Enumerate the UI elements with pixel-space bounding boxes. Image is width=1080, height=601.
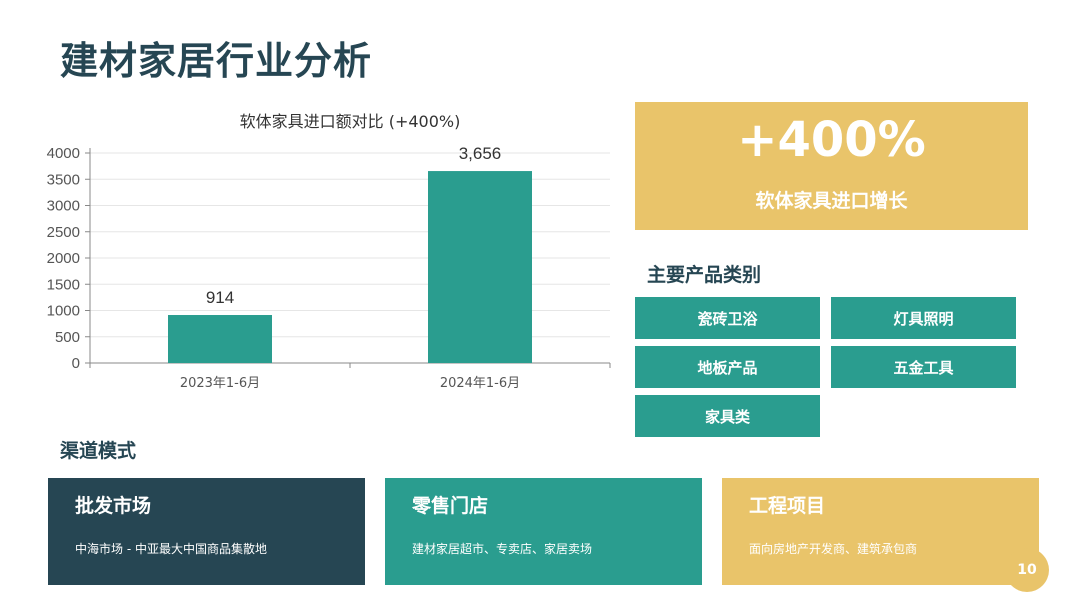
channel-title: 零售门店: [412, 495, 489, 517]
x-tick-label: 2023年1-6月: [180, 376, 260, 391]
y-tick-label: 2000: [47, 250, 80, 267]
y-tick-label: 2500: [47, 224, 80, 241]
bar-chart: 0 500 1000 1500 2000 2500 3000 3500 4000 914 2023年…: [47, 144, 611, 391]
bar: [428, 171, 532, 363]
page-title: 建材家居行业分析: [60, 39, 373, 83]
y-tick-label: 1000: [47, 303, 80, 320]
data-label: 3,656: [459, 144, 502, 163]
highlight-card: +400% 软体家具进口增长: [635, 102, 1028, 230]
chart-title: 软体家具进口额对比 (+400%): [239, 112, 461, 131]
product-card-flooring: 地板产品: [635, 346, 820, 388]
data-label: 914: [206, 288, 234, 307]
product-card-lighting: 灯具照明: [831, 297, 1016, 339]
channels-section-title: 渠道模式: [60, 440, 137, 462]
channel-description: 中海市场 - 中亚最大中国商品集散地: [75, 542, 267, 556]
channel-description: 面向房地产开发商、建筑承包商: [749, 542, 918, 556]
channel-card-retail: 零售门店 建材家居超市、专卖店、家居卖场: [385, 478, 702, 585]
y-tick-label: 3500: [47, 171, 80, 188]
y-tick-label: 1500: [47, 276, 80, 293]
y-tick-label: 4000: [47, 145, 80, 162]
channel-card-projects: 工程项目 面向房地产开发商、建筑承包商: [722, 478, 1039, 585]
y-tick-label: 0: [72, 355, 80, 372]
x-tick-label: 2024年1-6月: [440, 376, 520, 391]
product-card-tiles: 瓷砖卫浴: [635, 297, 820, 339]
channel-card-wholesale: 批发市场 中海市场 - 中亚最大中国商品集散地: [48, 478, 365, 585]
highlight-value: +400%: [737, 112, 926, 168]
y-tick-label: 3000: [47, 198, 80, 215]
y-tick-label: 500: [55, 329, 80, 346]
page-number-badge: 10: [1005, 548, 1049, 592]
bar: [168, 315, 272, 363]
highlight-label: 软体家具进口增长: [755, 190, 908, 212]
products-section-title: 主要产品类别: [647, 264, 762, 286]
channel-title: 批发市场: [75, 495, 152, 517]
product-card-furniture: 家具类: [635, 395, 820, 437]
product-card-hardware: 五金工具: [831, 346, 1016, 388]
channel-title: 工程项目: [749, 495, 826, 517]
channel-description: 建材家居超市、专卖店、家居卖场: [412, 542, 593, 556]
